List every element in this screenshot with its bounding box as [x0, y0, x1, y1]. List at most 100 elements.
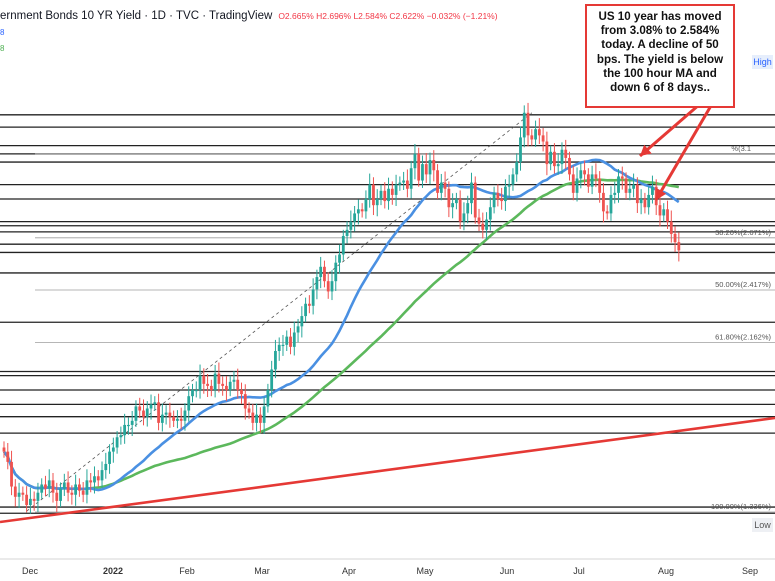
candle-177: [669, 210, 673, 243]
candle-103: [390, 181, 394, 205]
candle-99: [375, 189, 379, 217]
candle-17: [66, 471, 70, 502]
candle-34: [130, 410, 134, 437]
candle-108: [409, 160, 413, 199]
candle-120: [455, 192, 458, 210]
candle-42: [160, 403, 164, 432]
candle-149: [564, 139, 568, 170]
candle-47: [179, 407, 183, 430]
candle-60: [228, 375, 232, 397]
candle-58: [221, 376, 225, 396]
candle-33: [127, 417, 130, 435]
candle-36: [138, 397, 142, 418]
candle-65: [247, 402, 251, 419]
candle-28: [108, 444, 111, 474]
candle-97: [368, 173, 372, 208]
candle-85: [323, 260, 326, 288]
candle-44: [168, 402, 172, 428]
candle-66: [251, 403, 255, 431]
x-tick-3: Mar: [254, 566, 270, 576]
x-tick-6: Jun: [500, 566, 515, 576]
candle-157: [594, 163, 598, 188]
candle-5: [21, 486, 25, 501]
candle-74: [281, 334, 285, 356]
candle-37: [142, 399, 145, 426]
candle-70: [266, 383, 270, 413]
fib-label-top: %(3.1: [731, 144, 751, 153]
candle-119: [451, 193, 455, 219]
candle-29: [111, 437, 115, 463]
x-tick-5: May: [416, 566, 434, 576]
candle-30: [115, 431, 119, 454]
candles: [2, 102, 681, 514]
candle-78: [296, 318, 300, 343]
candle-124: [470, 172, 473, 215]
candle-9: [36, 482, 40, 512]
candle-134: [507, 174, 511, 198]
candle-13: [51, 472, 55, 503]
candle-174: [658, 195, 662, 227]
candle-156: [590, 165, 594, 195]
fib-label-3: 100.00%(1.336%): [711, 502, 772, 511]
candle-14: [55, 482, 59, 512]
candle-133: [504, 179, 507, 211]
candle-57: [217, 362, 221, 393]
candle-38: [145, 401, 149, 427]
legend-value-blue: 8: [0, 28, 5, 37]
x-tick-2: Feb: [179, 566, 195, 576]
candle-155: [586, 168, 590, 193]
candle-43: [164, 405, 168, 425]
candle-152: [575, 167, 579, 202]
arrow-to-high: [639, 102, 701, 158]
candle-136: [515, 153, 519, 182]
candle-137: [519, 126, 522, 171]
candle-123: [466, 195, 470, 224]
x-tick-0: Dec: [22, 566, 39, 576]
candle-40: [153, 396, 157, 411]
candle-110: [417, 147, 421, 187]
candle-127: [481, 212, 485, 239]
candle-139: [526, 102, 530, 147]
candle-80: [304, 297, 307, 323]
candle-31: [119, 426, 123, 445]
candle-164: [620, 166, 624, 190]
x-tick-1: 2022: [103, 566, 123, 576]
candle-15: [59, 482, 62, 508]
candle-64: [243, 384, 247, 420]
candle-96: [364, 190, 368, 219]
support-resistance-lines: [0, 114, 775, 514]
candle-84: [319, 256, 323, 289]
candle-32: [123, 413, 127, 444]
fib-label-1: 50.00%(2.417%): [715, 280, 771, 289]
candle-140: [530, 129, 534, 146]
candle-125: [473, 176, 477, 224]
ohlc-values: O2.665% H2.696% L2.584% C2.622% −0.032% …: [278, 11, 498, 21]
candle-121: [458, 190, 462, 230]
candle-50: [191, 383, 194, 403]
candle-20: [78, 478, 81, 497]
candle-94: [356, 199, 360, 225]
candle-176: [666, 200, 669, 230]
candle-68: [258, 407, 262, 433]
candle-168: [635, 177, 639, 213]
candle-55: [209, 379, 213, 397]
candle-48: [183, 403, 187, 431]
x-axis-ticks: Dec 2022 Feb Mar Apr May Jun Jul Aug Sep: [22, 566, 758, 576]
candle-81: [307, 295, 311, 314]
candle-71: [270, 360, 274, 398]
x-tick-4: Apr: [342, 566, 356, 576]
candle-98: [372, 177, 375, 216]
candle-90: [341, 229, 345, 261]
candle-129: [488, 197, 492, 231]
candle-95: [360, 203, 364, 218]
candle-138: [522, 105, 526, 148]
candle-104: [394, 174, 398, 207]
candle-23: [89, 472, 93, 493]
arrow-to-ma: [654, 103, 714, 201]
symbol-header: ernment Bonds 10 YR Yield · 1D · TVC · T…: [0, 10, 498, 22]
candle-151: [571, 165, 575, 201]
candle-3: [13, 479, 17, 507]
candle-111: [421, 155, 424, 188]
candle-11: [44, 475, 47, 496]
candle-160: [605, 205, 609, 220]
